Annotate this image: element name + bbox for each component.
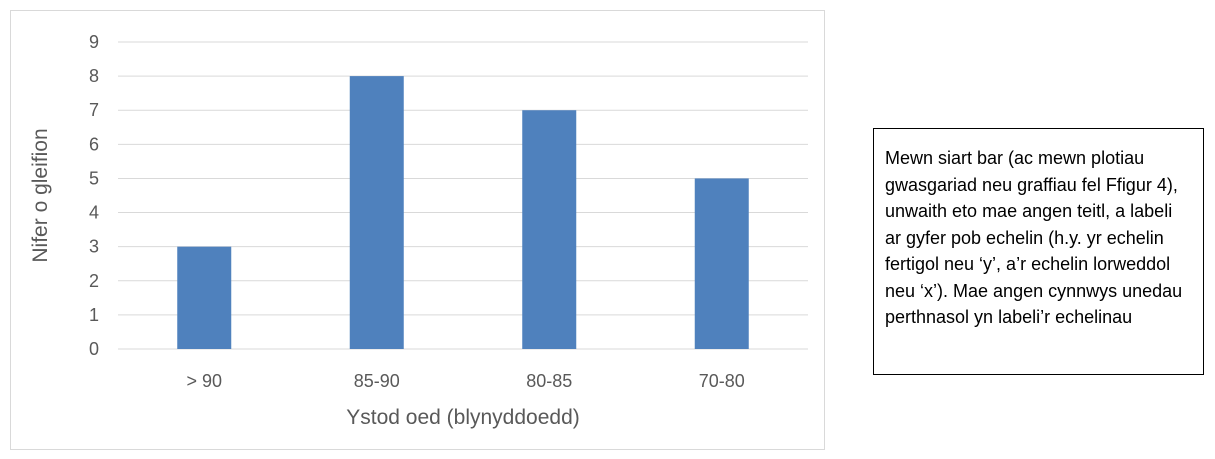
x-tick-label: 70-80 <box>699 371 745 391</box>
y-tick-label: 8 <box>89 66 99 86</box>
y-tick-labels: 0 1 2 3 4 5 6 7 8 9 <box>89 32 99 359</box>
y-tick-label: 4 <box>89 203 99 223</box>
x-tick-label: 85-90 <box>354 371 400 391</box>
y-tick-label: 2 <box>89 271 99 291</box>
gridlines <box>118 41 808 350</box>
y-tick-label: 0 <box>89 339 99 359</box>
note-text: Mewn siart bar (ac mewn plotiau gwasgari… <box>885 148 1183 327</box>
y-tick-label: 3 <box>89 237 99 257</box>
y-tick-label: 7 <box>89 100 99 120</box>
y-tick-label: 9 <box>89 32 99 52</box>
bar-3 <box>694 178 749 349</box>
bar-chart: 0 1 2 3 4 5 6 7 8 9 > 90 85-90 80-85 70-80 Ystod oed… <box>29 32 808 429</box>
note-box: Mewn siart bar (ac mewn plotiau gwasgari… <box>873 128 1204 375</box>
x-tick-label: 80-85 <box>526 371 572 391</box>
x-axis-title: Ystod oed (blynyddoedd) <box>346 406 580 429</box>
x-tick-label: > 90 <box>186 371 222 391</box>
bar-1 <box>349 76 404 349</box>
y-tick-label: 6 <box>89 134 99 154</box>
x-tick-labels: > 90 85-90 80-85 70-80 <box>186 371 744 391</box>
chart-area: 0 1 2 3 4 5 6 7 8 9 > 90 85-90 80-85 70-80 Ystod oed… <box>10 10 825 450</box>
y-tick-label: 5 <box>89 168 99 188</box>
bar-0 <box>177 246 232 349</box>
bars <box>177 76 749 349</box>
bar-2 <box>522 110 577 349</box>
y-axis-title: Nifer o gleifion <box>29 128 52 262</box>
y-tick-label: 1 <box>89 305 99 325</box>
